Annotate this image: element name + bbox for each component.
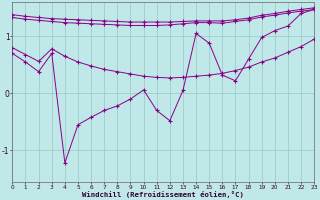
X-axis label: Windchill (Refroidissement éolien,°C): Windchill (Refroidissement éolien,°C) xyxy=(82,191,244,198)
